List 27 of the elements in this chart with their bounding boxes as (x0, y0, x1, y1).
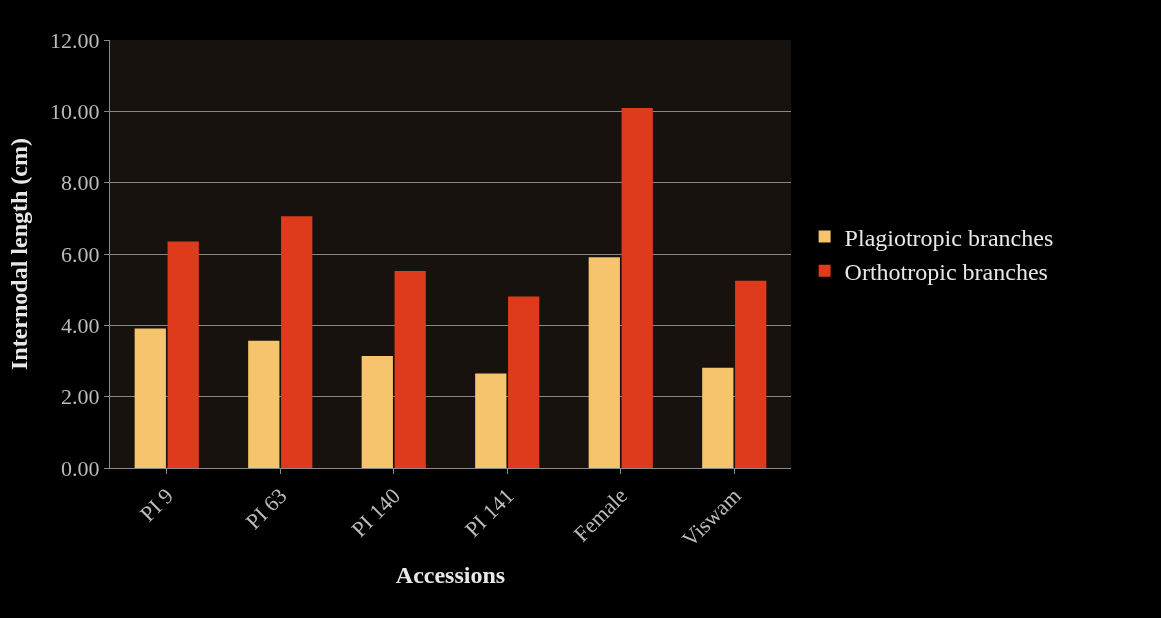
x-tick-label: PI 9 (134, 483, 179, 527)
legend-label: Orthotropic branches (844, 259, 1048, 286)
x-axis-title: Accessions (395, 561, 506, 588)
bar (361, 356, 393, 468)
y-tick-label: 0.00 (61, 455, 100, 481)
bar (702, 367, 734, 468)
bar (167, 241, 199, 468)
y-tick-label: 6.00 (61, 241, 100, 267)
bar (508, 296, 540, 468)
y-tick-label: 12.00 (50, 27, 100, 53)
y-tick-label: 10.00 (50, 99, 100, 125)
bar (621, 108, 653, 468)
bar (735, 280, 767, 468)
bar (588, 257, 620, 468)
bar (394, 271, 426, 468)
legend-label: Plagiotropic branches (844, 224, 1054, 251)
bar (475, 373, 507, 468)
y-tick-label: 8.00 (61, 170, 100, 196)
x-tick-label: PI 140 (346, 483, 406, 542)
x-tick-label: PI 63 (240, 483, 292, 534)
bar (248, 340, 280, 468)
y-axis-title: Internodal length (cm) (6, 138, 33, 370)
y-tick-label: 2.00 (61, 384, 100, 410)
bar (281, 216, 313, 468)
y-tick-label: 4.00 (61, 313, 100, 339)
bar (134, 328, 166, 468)
x-tick-label: PI 141 (459, 483, 519, 542)
